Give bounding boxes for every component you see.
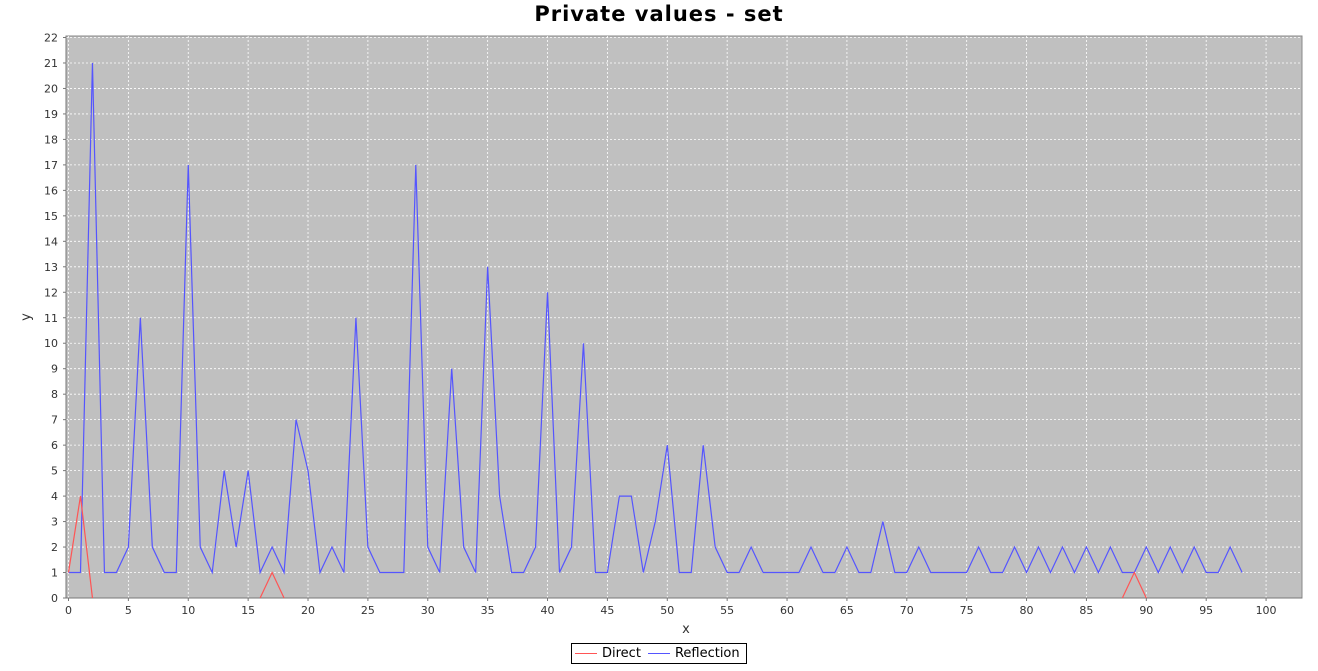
legend: Direct Reflection <box>571 643 747 664</box>
x-tick-label: 85 <box>1079 604 1093 617</box>
series-line-reflection <box>68 62 1243 575</box>
legend-label-reflection: Reflection <box>674 646 740 661</box>
series-line-direct <box>1121 571 1147 599</box>
axes <box>63 36 1302 601</box>
x-tick-label: 80 <box>1020 604 1034 617</box>
x-axis-label: x <box>682 622 690 637</box>
y-tick-label: 17 <box>44 159 58 172</box>
x-tick-labels: 0 5 10 15 20 25 30 35 40 45 50 55 60 65 70 75 80 85 90 95 10… <box>65 604 1277 617</box>
y-tick-label: 0 <box>51 592 58 605</box>
x-tick-label: 100 <box>1256 604 1277 617</box>
x-tick-label: 90 <box>1139 604 1153 617</box>
x-tick-label: 35 <box>481 604 495 617</box>
series-line-direct <box>259 571 285 599</box>
y-tick-label: 21 <box>44 57 58 70</box>
y-tick-label: 9 <box>51 363 58 376</box>
series-group <box>67 62 1243 599</box>
y-tick-label: 12 <box>44 286 58 299</box>
x-tick-label: 30 <box>421 604 435 617</box>
x-tick-label: 0 <box>65 604 72 617</box>
x-tick-label: 25 <box>361 604 375 617</box>
y-tick-label: 15 <box>44 210 58 223</box>
y-tick-label: 5 <box>51 465 58 478</box>
x-tick-label: 15 <box>241 604 255 617</box>
legend-item-reflection: Reflection <box>647 646 740 661</box>
y-axis-label: y <box>19 313 34 321</box>
y-tick-label: 6 <box>51 439 58 452</box>
y-tick-label: 22 <box>44 32 58 45</box>
x-tick-label: 40 <box>541 604 555 617</box>
x-tick-label: 95 <box>1199 604 1213 617</box>
x-tick-label: 75 <box>960 604 974 617</box>
x-tick-label: 55 <box>720 604 734 617</box>
legend-swatch-reflection <box>647 653 670 654</box>
plot-background <box>65 35 1303 599</box>
y-tick-label: 8 <box>51 388 58 401</box>
x-tick-label: 70 <box>900 604 914 617</box>
y-tick-label: 13 <box>44 261 58 274</box>
x-tick-label: 50 <box>660 604 674 617</box>
x-tick-label: 45 <box>600 604 614 617</box>
y-tick-label: 11 <box>44 312 58 325</box>
y-tick-label: 3 <box>51 516 58 529</box>
x-tick-label: 65 <box>840 604 854 617</box>
y-tick-label: 14 <box>44 235 58 248</box>
y-tick-label: 10 <box>44 337 58 350</box>
x-tick-label: 10 <box>181 604 195 617</box>
y-tick-label: 1 <box>51 567 58 580</box>
y-tick-label: 20 <box>44 82 58 95</box>
series-line-direct <box>67 495 94 599</box>
y-tick-label: 19 <box>44 108 58 121</box>
y-tick-label: 16 <box>44 184 58 197</box>
x-tick-label: 5 <box>125 604 132 617</box>
y-tick-label: 7 <box>51 414 58 427</box>
chart-title: Private values - set <box>534 2 784 26</box>
legend-label-direct: Direct <box>602 646 641 661</box>
legend-item-direct: Direct <box>575 646 641 661</box>
y-tick-label: 2 <box>51 541 58 554</box>
y-tick-label: 4 <box>51 490 58 503</box>
x-tick-label: 60 <box>780 604 794 617</box>
y-tick-label: 18 <box>44 133 58 146</box>
x-tick-label: 20 <box>301 604 315 617</box>
legend-swatch-direct <box>575 653 597 654</box>
